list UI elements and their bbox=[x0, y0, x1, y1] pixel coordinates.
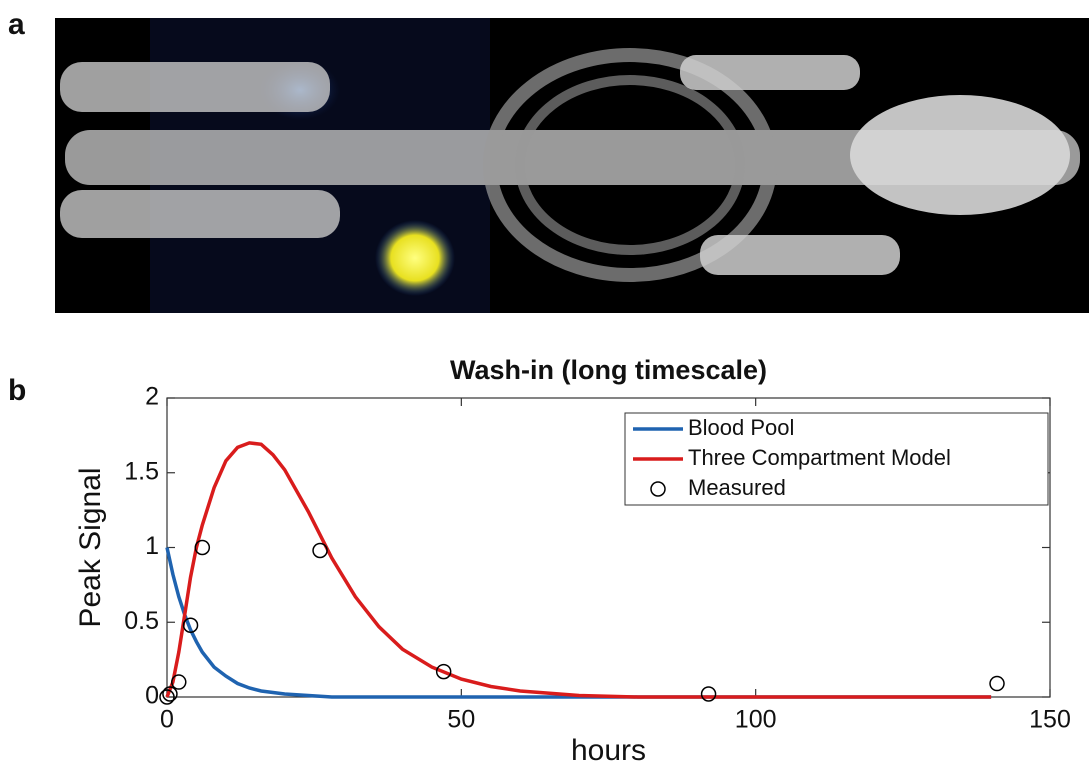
y-tick-label: 0.5 bbox=[124, 607, 159, 635]
series-line bbox=[167, 548, 991, 698]
chart-title: Wash-in (long timescale) bbox=[450, 355, 767, 385]
ct-image bbox=[55, 18, 1089, 313]
x-tick-label: 150 bbox=[1029, 706, 1071, 734]
legend-label: Three Compartment Model bbox=[688, 445, 951, 470]
y-tick-label: 1 bbox=[145, 532, 159, 560]
y-axis-label: Peak Signal bbox=[74, 467, 107, 627]
data-point bbox=[990, 677, 1004, 691]
legend-label: Blood Pool bbox=[688, 415, 794, 440]
legend-label: Measured bbox=[688, 475, 786, 500]
figure: a b Wash-in (long timescale) hours Peak Si… bbox=[0, 0, 1089, 772]
y-tick-label: 0 bbox=[145, 682, 159, 710]
x-axis-label: hours bbox=[571, 734, 646, 767]
x-tick-label: 100 bbox=[735, 706, 777, 734]
x-tick-label: 0 bbox=[160, 706, 174, 734]
y-tick-label: 1.5 bbox=[124, 457, 159, 485]
y-tick-label: 2 bbox=[145, 383, 159, 411]
panel-label: a bbox=[8, 8, 25, 41]
data-point bbox=[702, 687, 716, 701]
data-point bbox=[313, 543, 327, 557]
x-tick-label: 50 bbox=[447, 706, 475, 734]
panel-label: b bbox=[8, 374, 26, 407]
